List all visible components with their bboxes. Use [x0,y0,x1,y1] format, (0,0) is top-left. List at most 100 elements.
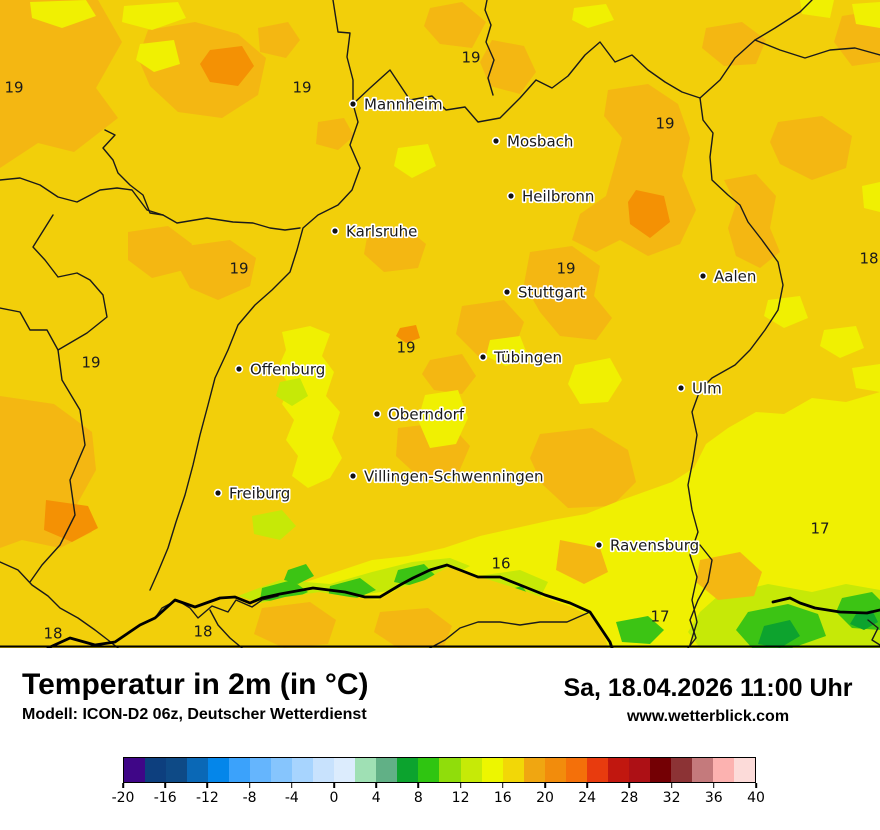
temperature-label: 19 [461,49,480,67]
legend-tick-label: -8 [242,790,257,806]
city-dot-icon [348,99,358,109]
legend-tick [248,783,251,788]
city-label: Offenburg [250,361,325,379]
city-label: Oberndorf [388,406,465,424]
city-label: Heilbronn [522,188,594,206]
legend-color-band [334,758,356,782]
city-marker-mosbach: Mosbach [491,131,575,152]
city-label: Karlsruhe [346,223,417,241]
temperature-label: 16 [491,555,510,573]
legend-tick [713,783,715,788]
city-label: Stuttgart [518,284,586,302]
legend-color-band [460,758,482,782]
city-label: Tübingen [493,349,562,367]
legend-color-band [229,758,251,782]
legend-tick-label: 0 [329,790,339,806]
forecast-datetime: Sa, 18.04.2026 11:00 Uhr [563,674,853,702]
legend-tick [333,783,335,788]
city-dot-icon [330,226,340,236]
temperature-label: 17 [650,608,669,626]
map-canvas: 19 19 19 19 18 19 19 19 19 17 16 17 18 18 Mannheim Mos… [0,0,880,648]
city-label: Freiburg [229,485,290,503]
legend-color-band [628,758,650,782]
city-marker-ravensburg: Ravensburg [594,535,701,556]
city-dot-icon [698,271,708,281]
city-dot-icon [213,488,223,498]
legend-color-band [271,758,293,782]
legend-tick-label: 20 [536,790,554,806]
legend-tick-label: 4 [371,790,381,806]
city-label: Aalen [714,268,756,286]
temperature-label: 18 [193,623,212,641]
legend-color-band [250,758,272,782]
city-label: Ravensburg [610,537,699,555]
city-marker-oberndorf: Oberndorf [372,404,466,425]
legend-tick-label: -20 [111,790,135,806]
legend-color-band [376,758,398,782]
city-dot-icon [234,364,244,374]
city-label: Villingen-Schwenningen [364,468,544,486]
legend-tick [544,783,546,788]
temperature-labels-layer: 19 19 19 19 18 19 19 19 19 17 16 17 18 18 [4,49,878,643]
legend-tick-label: 40 [747,790,765,806]
legend-color-band [712,758,734,782]
legend-color-band [691,758,713,782]
city-marker-villingen-schwenningen: Villingen-Schwenningen [348,466,545,487]
legend-tick-label: 32 [662,790,681,806]
city-dot-icon [372,409,382,419]
legend-tick [502,783,504,788]
legend-color-band [481,758,503,782]
city-marker-t-bingen: Tübingen [478,347,564,368]
temperature-label: 19 [4,79,23,97]
map-title: Temperatur in 2m (in °C) [22,668,369,701]
legend-tick [586,783,588,788]
city-dot-icon [491,136,501,146]
city-label: Mosbach [507,133,573,151]
city-marker-freiburg: Freiburg [213,483,292,504]
legend-tick [206,783,209,788]
legend-tick-label: 16 [493,790,512,806]
legend-tick-label: 12 [451,790,470,806]
legend-tick [755,783,757,788]
temperature-label: 19 [81,354,100,372]
temperature-label: 18 [43,625,62,643]
temperature-label: 19 [556,260,575,278]
legend-tick [164,783,166,788]
temperature-label: 19 [292,79,311,97]
border-lines-layer [0,0,880,648]
city-label: Mannheim [364,96,443,114]
legend-color-band [145,758,167,782]
legend-color-band [166,758,188,782]
city-dot-icon [502,287,512,297]
legend-colorbar [123,757,756,783]
legend-tick-label: 36 [704,790,723,806]
city-marker-aalen: Aalen [698,266,758,287]
city-marker-heilbronn: Heilbronn [506,186,596,207]
legend-color-band [208,758,230,782]
temperature-shading-layer [0,0,880,648]
legend-tick-label: 8 [413,790,423,806]
temperature-label: 19 [655,115,674,133]
legend-tick [291,783,293,788]
city-label: Ulm [692,380,722,398]
legend-color-band [355,758,377,782]
city-markers-layer: Mannheim Mosbach Heilbronn Karlsruhe Stuttga… [213,94,758,556]
model-info: Modell: ICON-D2 06z, Deutscher Wetterdie… [22,706,367,723]
legend-tick [122,783,124,788]
legend-tick-label: 28 [620,790,639,806]
legend-tick [459,783,462,788]
legend-tick [628,783,631,788]
legend-color-band [124,758,146,782]
legend-tick-label: -4 [284,790,299,806]
legend-tick-label: -12 [195,790,219,806]
city-dot-icon [676,383,686,393]
legend-tick-label: 24 [578,790,597,806]
temperature-label: 18 [859,250,878,268]
temperature-label: 19 [396,339,415,357]
city-marker-offenburg: Offenburg [234,359,327,380]
temperature-label: 19 [229,260,248,278]
city-dot-icon [348,471,358,481]
legend-color-band [313,758,335,782]
legend-color-band [565,758,587,782]
